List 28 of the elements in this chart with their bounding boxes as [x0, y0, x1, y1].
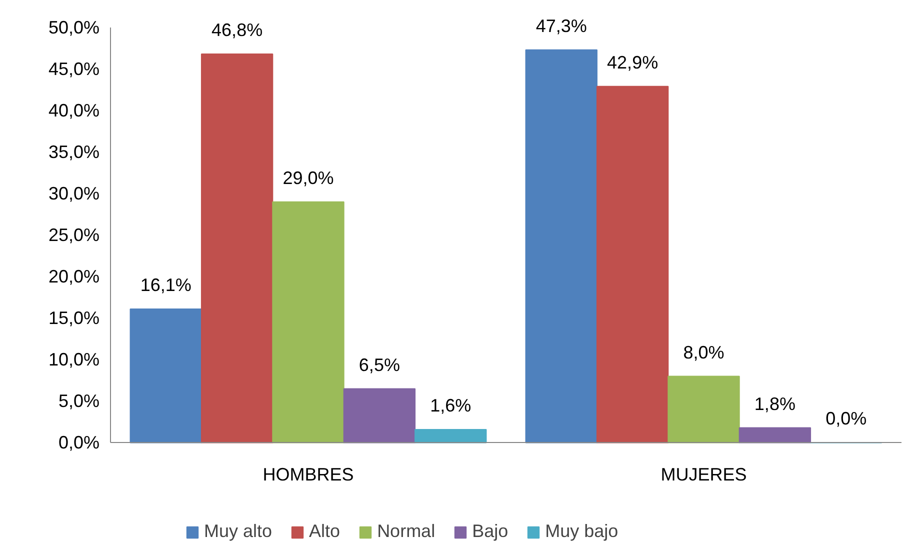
data-label: 16,1%: [140, 275, 192, 296]
data-label: 6,5%: [358, 354, 400, 375]
y-tick-label: 15,0%: [48, 308, 100, 328]
y-tick-label: 0,0%: [58, 432, 100, 453]
data-label: 0,0%: [826, 408, 867, 429]
y-tick-label: 35,0%: [48, 142, 100, 162]
data-label: 46,8%: [212, 20, 263, 40]
x-tick-label: MUJERES: [660, 464, 747, 485]
data-label: 1,6%: [430, 395, 472, 416]
y-tick-label: 20,0%: [48, 266, 100, 287]
y-tick-label: 5,0%: [58, 391, 100, 412]
y-tick-label: 30,0%: [48, 184, 100, 204]
legend-label: Alto: [309, 521, 340, 542]
x-tick-label: HOMBRES: [262, 464, 354, 485]
legend-label: Muy alto: [204, 521, 272, 542]
y-tick-label: 40,0%: [48, 100, 100, 120]
y-tick-label: 45,0%: [48, 58, 100, 79]
data-label: 42,9%: [607, 52, 658, 72]
data-label: 1,8%: [754, 394, 796, 414]
data-label: 29,0%: [282, 168, 334, 188]
legend-label: Muy bajo: [545, 521, 618, 542]
y-tick-label: 10,0%: [48, 350, 100, 370]
data-label: 47,3%: [536, 16, 587, 36]
y-tick-label: 50,0%: [48, 17, 100, 38]
legend-label: Bajo: [472, 521, 508, 542]
legend-label: Normal: [377, 521, 436, 542]
data-label: 8,0%: [683, 342, 724, 362]
y-tick-label: 25,0%: [48, 225, 100, 246]
